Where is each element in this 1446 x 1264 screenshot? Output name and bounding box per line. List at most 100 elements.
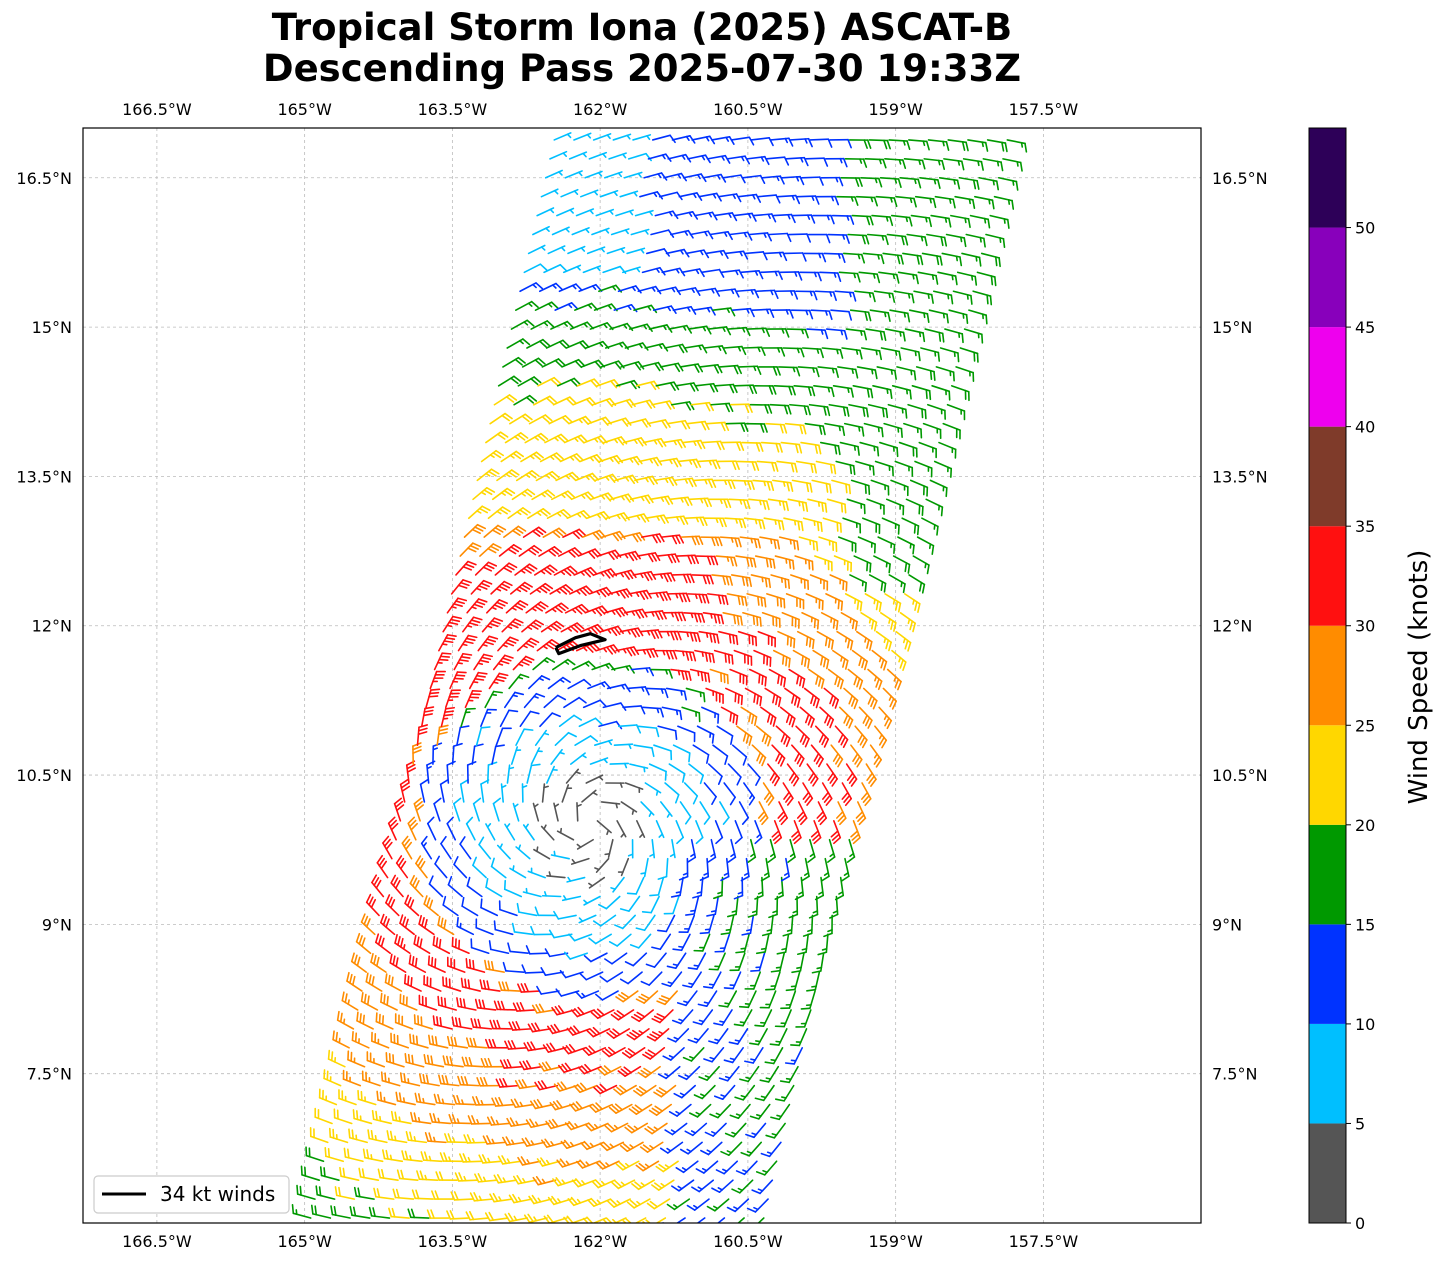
wind-barb: [707, 838, 717, 863]
wind-barb: [318, 1088, 338, 1106]
wind-barb: [962, 158, 984, 171]
wind-barb: [836, 195, 859, 206]
wind-barb: [376, 854, 389, 879]
wind-barb: [709, 1103, 732, 1119]
wind-barb: [600, 1141, 625, 1152]
wind-barb: [543, 1214, 568, 1223]
wind-barb: [807, 838, 816, 863]
wind-barb: [560, 188, 579, 198]
wind-barb: [822, 517, 842, 533]
wind-barb: [499, 1059, 523, 1069]
wind-barb: [556, 1158, 581, 1168]
wind-barb: [399, 1072, 421, 1087]
wind-barb: [496, 843, 511, 860]
wind-barb: [624, 782, 644, 794]
wind-barb: [886, 668, 902, 691]
wind-barb: [887, 403, 908, 419]
wind-barb: [819, 271, 842, 283]
wind-barb: [534, 729, 550, 746]
wind-barb: [640, 857, 649, 878]
wind-barb: [602, 702, 627, 711]
wind-barb: [757, 1217, 765, 1223]
wind-barb: [906, 233, 928, 247]
contour-34kt-line: [554, 632, 607, 656]
wind-barb: [498, 981, 521, 992]
wind-barb: [665, 687, 687, 701]
wind-barb: [572, 397, 597, 407]
wind-barb: [576, 1159, 601, 1169]
wind-barb: [550, 320, 575, 330]
wind-barb: [446, 816, 457, 841]
wind-barb: [734, 820, 743, 845]
wind-barb: [804, 422, 826, 436]
wind-barb: [796, 195, 820, 205]
lon-tick-label-top: 162°W: [573, 100, 628, 119]
wind-barb: [544, 948, 569, 958]
wind-barb: [619, 190, 639, 198]
wind-barb: [349, 1205, 371, 1219]
wind-barb: [744, 971, 762, 990]
wind-barb: [496, 469, 520, 482]
wind-barb: [749, 403, 773, 414]
wind-barb: [524, 432, 549, 444]
lon-tick-label-top: 157.5°W: [1009, 100, 1079, 119]
wind-barb: [367, 1129, 388, 1144]
wind-barb: [782, 347, 805, 358]
wind-barb: [775, 725, 791, 748]
wind-barb: [586, 1026, 611, 1038]
wind-barb: [728, 1028, 749, 1045]
wind-barb: [600, 360, 625, 370]
wind-barb: [904, 328, 926, 343]
wind-barb: [505, 600, 529, 614]
wind-barb: [820, 176, 844, 187]
wind-barb: [762, 347, 786, 357]
wind-barb: [678, 914, 696, 933]
wind-barb: [678, 192, 703, 201]
wind-barb: [556, 377, 582, 387]
wind-barb: [609, 762, 630, 769]
wind-barb: [610, 493, 635, 503]
wind-barb: [352, 1109, 373, 1125]
wind-barb: [681, 268, 705, 278]
wind-barb: [640, 801, 655, 817]
wind-barb: [530, 925, 553, 936]
wind-barb: [532, 225, 550, 236]
wind-barb: [588, 933, 612, 945]
wind-barb: [873, 290, 896, 303]
wind-barb: [550, 850, 570, 860]
wind-barb: [701, 706, 720, 724]
map-tick-labels: 166.5°W 166.5°W 165°W 165°W 163.5°W 163.5°W 16…: [16, 100, 1267, 1251]
wind-barb: [780, 441, 803, 454]
wind-barb: [538, 546, 562, 557]
wind-barb: [779, 706, 796, 728]
wind-barb: [679, 363, 704, 373]
wind-barb: [676, 990, 698, 1007]
wind-barb: [698, 1065, 720, 1081]
wind-barb: [637, 725, 660, 738]
wind-barb: [552, 1177, 577, 1187]
wind-barb: [461, 1056, 484, 1068]
wind-barb: [687, 154, 711, 164]
wind-barb: [384, 973, 403, 992]
wind-barb: [802, 517, 823, 533]
wind-barb: [395, 1091, 416, 1106]
wind-barb: [527, 867, 546, 879]
wind-barb: [749, 1103, 771, 1120]
wind-barb: [649, 876, 665, 897]
wind-barb: [568, 933, 593, 942]
wind-barb: [432, 935, 451, 955]
wind-barb: [877, 536, 896, 555]
wind-barb: [742, 611, 762, 627]
wind-barb: [713, 649, 734, 665]
wind-barb: [587, 681, 612, 690]
wind-barb: [426, 1209, 450, 1219]
wind-barb: [528, 1194, 553, 1205]
wind-barb: [903, 158, 926, 170]
wind-barb: [636, 552, 661, 563]
wind-barb: [355, 932, 372, 955]
wind-barb: [791, 744, 805, 767]
colorbar-tick-label: 20: [1355, 816, 1375, 835]
wind-barb: [631, 1179, 655, 1191]
wind-barb: [571, 227, 590, 236]
wind-barb: [678, 857, 689, 881]
